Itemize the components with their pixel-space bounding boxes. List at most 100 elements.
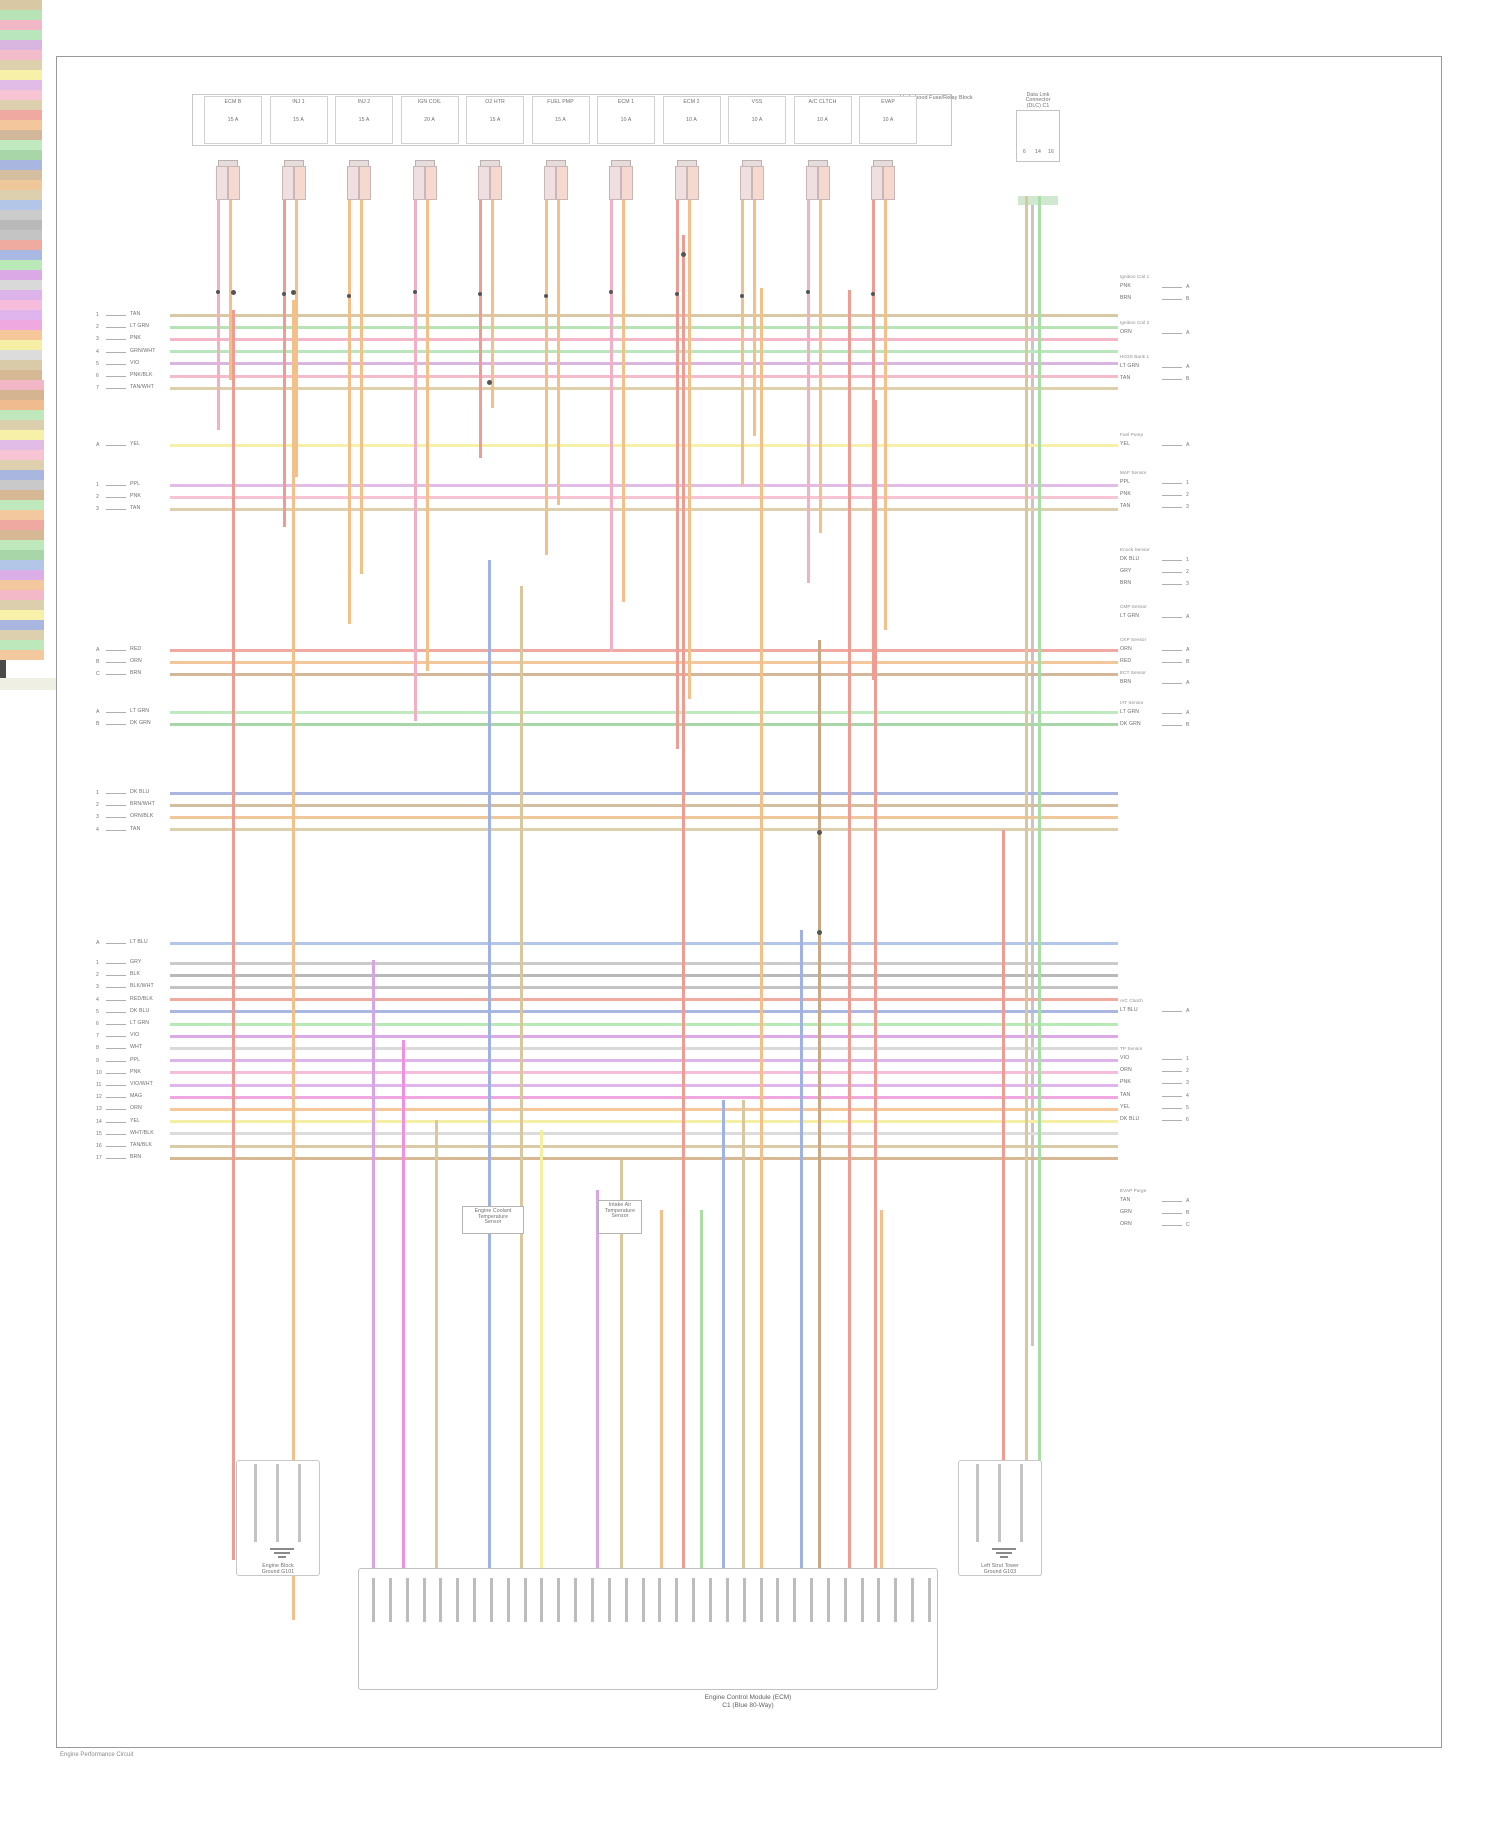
right-connector-name-RC9: ECT Sensor <box>1120 670 1146 675</box>
bus-wire-1 <box>292 300 295 1620</box>
fuse-drop-a-5 <box>544 200 548 555</box>
right-pin-RC12-6: 6 <box>1186 1117 1189 1123</box>
left-color-label-LC3-2: PNK <box>130 493 141 500</box>
left-pin-LC6-4: 4 <box>96 826 99 833</box>
left-pin-LC1-1: 1 <box>96 312 99 318</box>
fuse-cell-F6 <box>531 96 590 144</box>
wire-run-LC5-A <box>170 710 1118 714</box>
wire-run-LC3-1 <box>170 483 1118 487</box>
ecm-pin-5 <box>456 1578 460 1622</box>
fuse-name-F9: VSS <box>751 99 763 105</box>
right-color-chip-RC12-5 <box>0 610 44 620</box>
left-color-chip-LC4-B <box>0 120 42 130</box>
left-pin-LC8-13: 13 <box>96 1106 102 1113</box>
bus-wire-9 <box>620 1160 623 1570</box>
fuse-drop-a-9 <box>806 200 810 583</box>
data-link-connector[interactable] <box>1016 110 1060 162</box>
bus-wire-19 <box>874 400 877 1570</box>
wire-run-LC8-16 <box>170 1144 1118 1148</box>
fuse-name-F10: A/C CLTCH <box>808 99 837 105</box>
left-pin-tick <box>106 1121 126 1123</box>
left-color-label-LC1-1: TAN <box>130 311 141 317</box>
left-pin-tick <box>106 963 126 964</box>
component-MC1[interactable] <box>462 1206 524 1234</box>
right-color-label-RC13-B: GRN <box>1120 1209 1132 1216</box>
left-color-chip-LC8-8 <box>0 280 42 290</box>
left-pin-LC8-2: 2 <box>96 972 99 979</box>
wire-run-LC2-A <box>170 443 1118 447</box>
left-pin-tick <box>106 1011 126 1013</box>
bus-wire-5 <box>488 560 491 1570</box>
left-color-label-LC8-13: ORN <box>130 1105 142 1112</box>
right-pin-RC1-A: A <box>1186 284 1190 290</box>
right-pin-tick <box>1162 650 1182 651</box>
splice-dot-5 <box>543 294 548 298</box>
left-color-chip-LC5-B <box>0 150 42 160</box>
right-color-chip-RC2-A <box>0 400 44 410</box>
ecm-pin-24 <box>776 1578 780 1622</box>
ecm-pin-3 <box>422 1578 426 1622</box>
fuse-rating-F1: 15 A <box>227 117 239 123</box>
left-pin-LC8-4: 4 <box>96 996 99 1003</box>
wire-run-LC8-4 <box>170 998 1118 1002</box>
right-pin-tick <box>1162 662 1182 664</box>
bus-wire-4 <box>435 1120 438 1580</box>
right-pin-RC8-B: B <box>1186 659 1190 666</box>
wire-run-LC6-1 <box>170 791 1118 795</box>
right-pin-RC3-A: A <box>1186 364 1190 370</box>
left-pin-tick <box>106 376 126 377</box>
right-pin-tick <box>1162 507 1182 509</box>
left-color-label-LC6-4: TAN <box>130 825 141 832</box>
bus-splice-0 <box>487 380 492 385</box>
left-color-label-LC8-14: YEL <box>130 1117 141 1124</box>
left-color-label-LC8-2: BLK <box>130 971 141 978</box>
left-color-chip-LC8-3 <box>0 230 42 240</box>
left-color-label-LC8-4: RED/BLK <box>130 995 153 1002</box>
left-color-chip-LC8-1 <box>0 210 42 220</box>
fuse-body-F2 <box>281 166 294 200</box>
fuse-body-F11 <box>871 166 883 200</box>
fuse-body2-F7 <box>621 166 633 200</box>
fuse-drop-b-2 <box>360 200 363 574</box>
fuse-rating-F5: 15 A <box>489 117 501 123</box>
right-pin-RC5-3: 3 <box>1186 504 1189 511</box>
right-color-chip-RC1-A <box>0 380 44 390</box>
wire-run-LC4-A <box>170 648 1118 652</box>
wire-run-LC1-5 <box>170 362 1118 366</box>
right-pin-RC12-1: 1 <box>1186 1056 1189 1062</box>
wire-run-LC1-6 <box>170 374 1118 378</box>
right-pin-tick <box>1162 1059 1182 1060</box>
right-pin-RC2-A: A <box>1186 330 1190 336</box>
right-pin-tick <box>1162 1107 1182 1109</box>
fuse-drop-b-0 <box>229 200 232 380</box>
ecm-pin-15 <box>624 1578 628 1622</box>
right-connector-name-RC13: EVAP Purge <box>1120 1188 1147 1193</box>
left-pin-tick <box>106 999 126 1001</box>
left-color-chip-LC4-C <box>0 130 42 140</box>
left-color-chip-LC8-6 <box>0 260 42 270</box>
right-pin-RC8-A: A <box>1186 647 1190 653</box>
left-pin-LC3-3: 3 <box>96 506 99 513</box>
right-color-chip-RC13-B <box>0 640 44 650</box>
left-color-label-LC8-12: MAG <box>130 1093 143 1100</box>
left-pin-tick <box>106 497 126 499</box>
left-color-label-LC4-C: BRN <box>130 670 142 677</box>
right-pin-RC6-1: 1 <box>1186 557 1189 563</box>
fuse-rating-F2: 15 A <box>293 117 304 123</box>
right-pin-tick <box>1162 445 1182 446</box>
fuse-body-F10 <box>805 166 818 200</box>
left-pin-LC8-5: 5 <box>96 1008 99 1015</box>
component-MC2[interactable] <box>598 1200 642 1234</box>
ecm-connector[interactable] <box>358 1568 938 1690</box>
left-pin-LC8-16: 16 <box>96 1143 102 1149</box>
left-color-chip-LC7-A <box>0 200 42 210</box>
left-color-label-LC2-A: YEL <box>130 441 141 447</box>
ground-wire-G103-2 <box>1020 1464 1023 1542</box>
ecm-pin-22 <box>742 1578 746 1622</box>
fuse-drop-a-4 <box>479 200 482 458</box>
right-color-chip-RC9-A <box>0 530 44 540</box>
data-link-connector-label: Data Link Connector (DLC) C1 <box>1025 92 1051 109</box>
fuse-body-F8 <box>674 166 687 200</box>
right-pin-RC13-A: A <box>1186 1198 1190 1204</box>
